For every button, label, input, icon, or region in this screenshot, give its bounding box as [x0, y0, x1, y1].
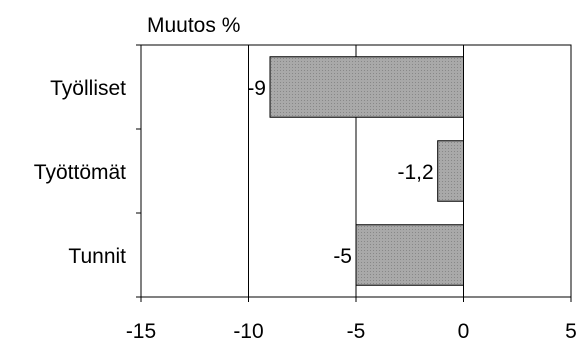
x-tick-label-4: 5: [565, 320, 577, 343]
bar-1: [437, 140, 465, 202]
chart-title: Muutos %: [147, 14, 241, 37]
category-label-0: Työlliset: [50, 77, 126, 100]
category-label-1: Työttömät: [34, 161, 126, 184]
data-label-2: -5: [333, 245, 352, 268]
x-tick-label-0: -15: [126, 320, 156, 343]
category-label-2: Tunnit: [68, 245, 126, 268]
x-tick-label-2: -5: [347, 320, 366, 343]
bar-2: [355, 224, 464, 286]
bar-0: [269, 56, 464, 118]
x-tick-label-3: 0: [458, 320, 470, 343]
data-label-0: -9: [247, 77, 266, 100]
data-label-1: -1,2: [398, 161, 434, 184]
x-tick-label-1: -10: [233, 320, 263, 343]
